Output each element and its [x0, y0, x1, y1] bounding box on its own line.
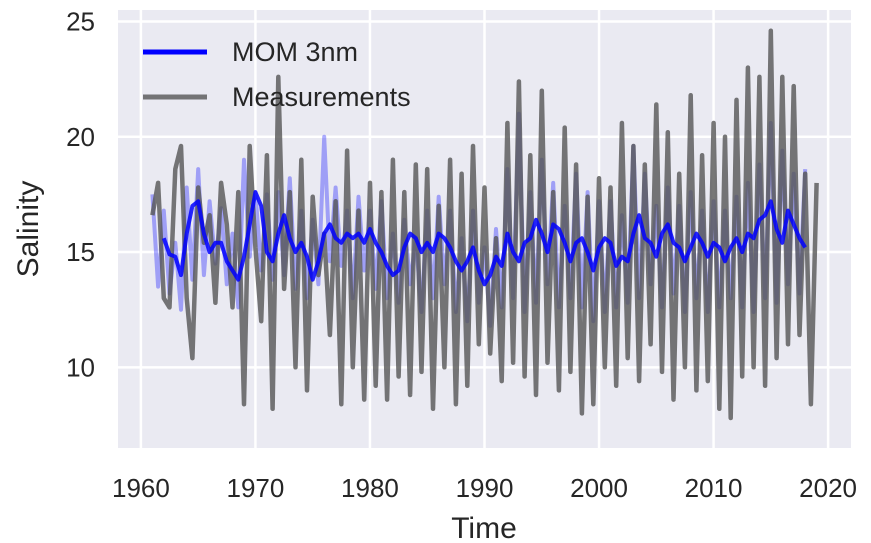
legend-label-measurements: Measurements [232, 82, 411, 112]
y-tick-label: 15 [66, 237, 95, 267]
y-tick-label: 25 [66, 7, 95, 37]
y-tick-label: 10 [66, 352, 95, 382]
x-tick-label: 1970 [227, 473, 285, 503]
y-tick-label: 20 [66, 122, 95, 152]
tick-labels: 1960 1970 1980 1990 2000 2010 2020 10 15 20 25 [66, 7, 857, 503]
x-tick-label: 2020 [799, 473, 857, 503]
series-line-measurements [150, 28, 819, 421]
data-layer [150, 28, 819, 421]
legend-label-mom-3nm: MOM 3nm [232, 37, 358, 67]
x-tick-label: 2010 [685, 473, 743, 503]
y-axis-label: Salinity [12, 181, 45, 278]
x-tick-label: 2000 [570, 473, 628, 503]
series-line-mom-3nm-smoothed [161, 190, 807, 287]
x-tick-label: 1960 [112, 473, 170, 503]
legend: MOM 3nm Measurements [143, 37, 411, 112]
x-tick-label: 1980 [341, 473, 399, 503]
x-axis-label: Time [451, 512, 517, 543]
x-tick-label: 1990 [456, 473, 514, 503]
